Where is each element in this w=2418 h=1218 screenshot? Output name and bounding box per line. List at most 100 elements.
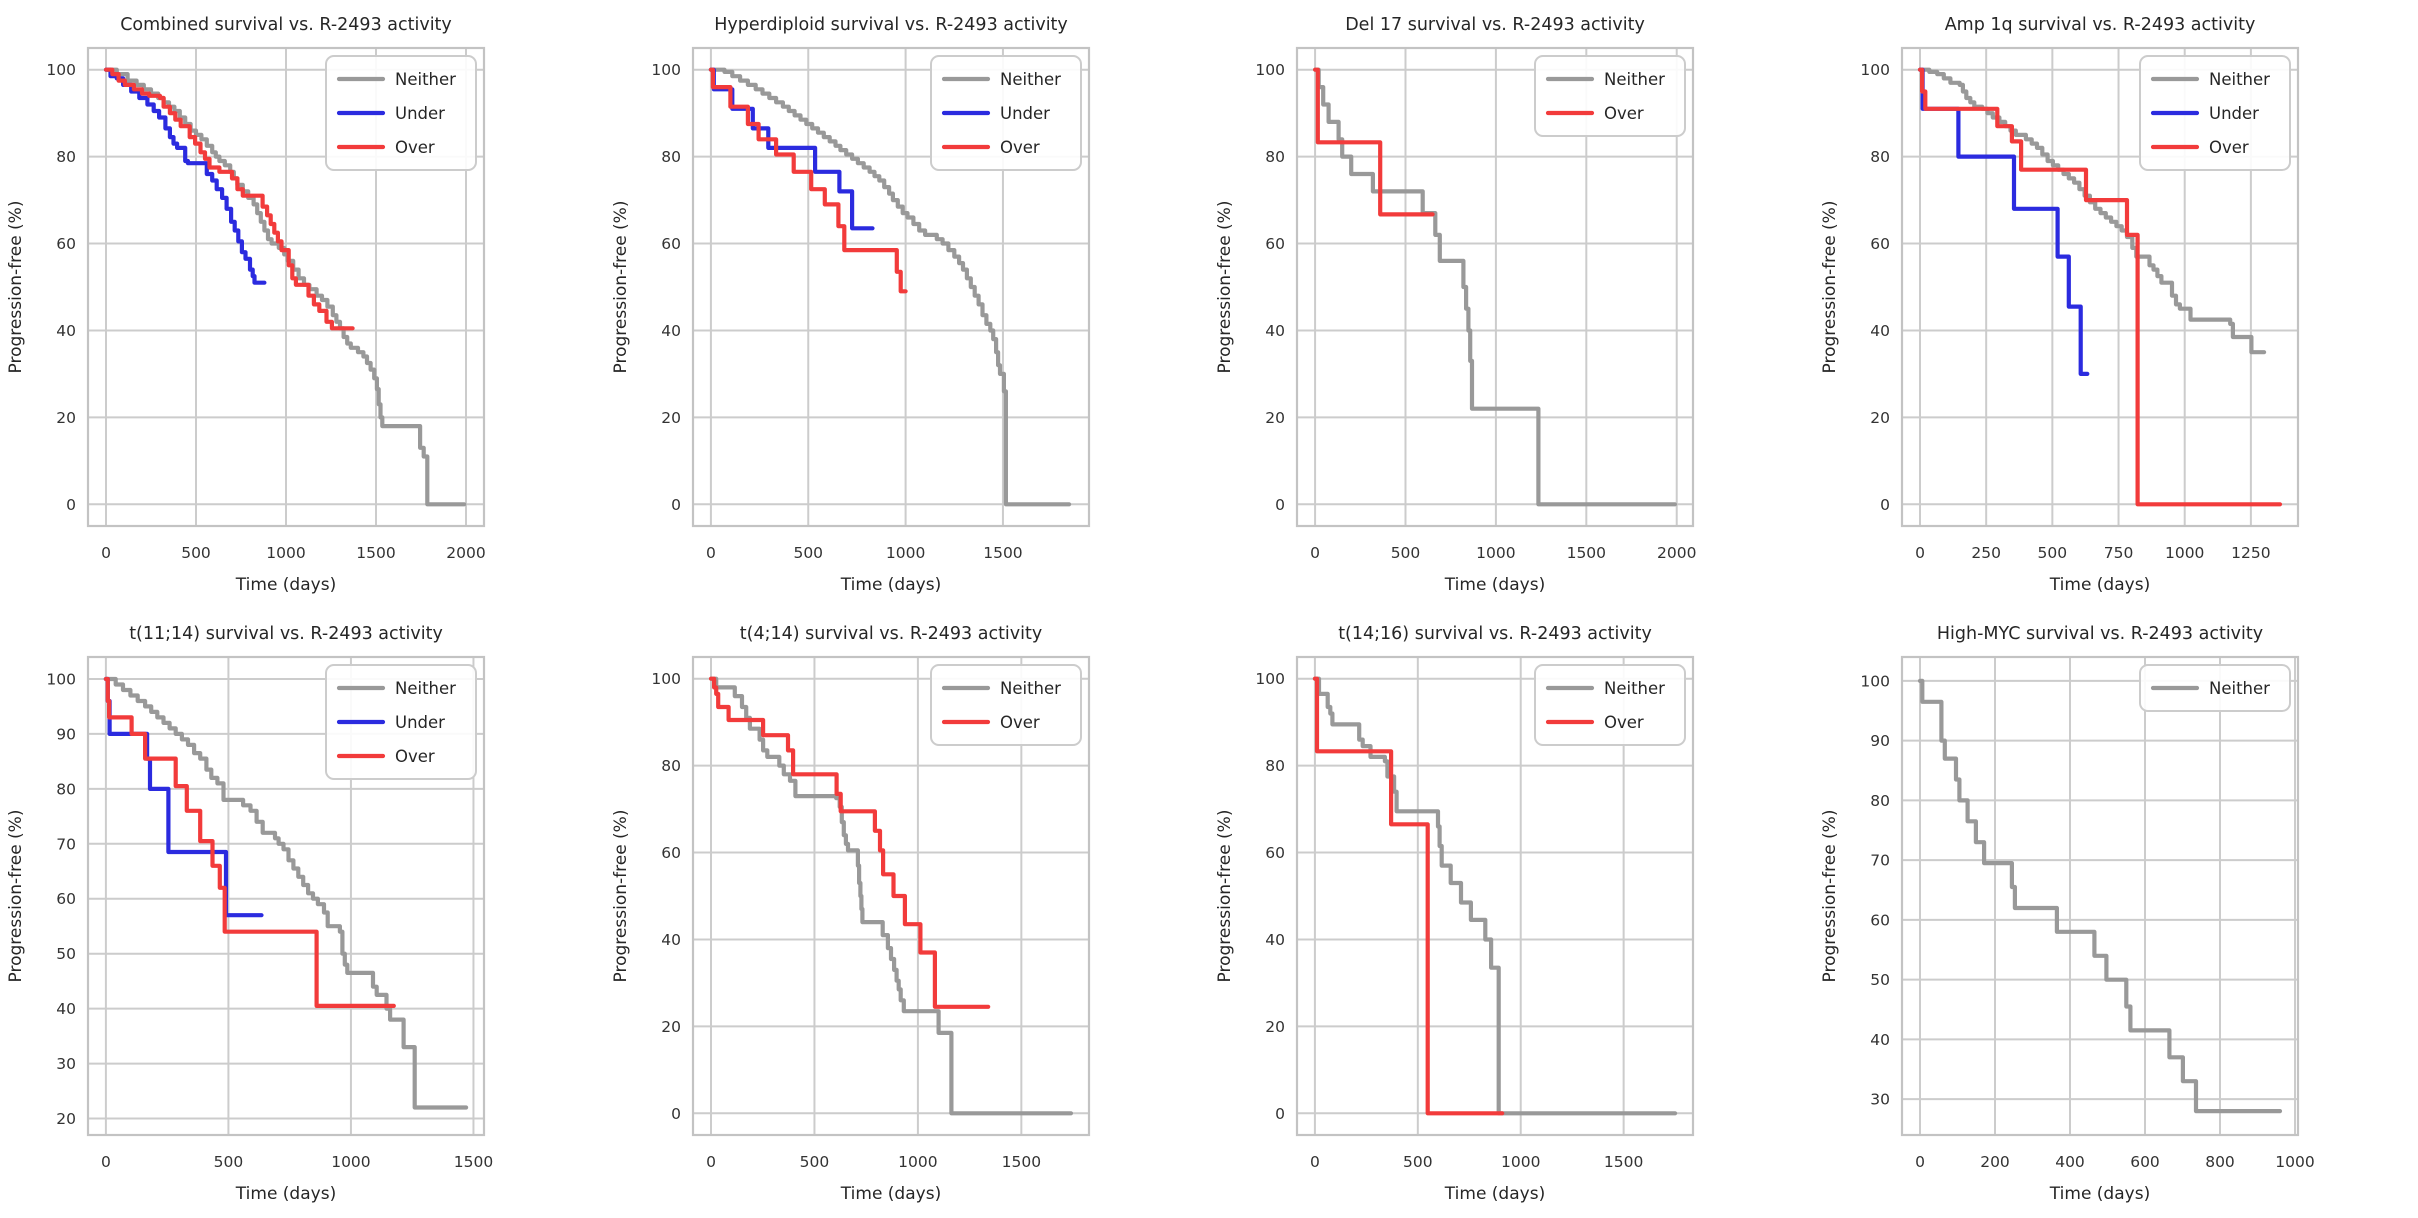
axes-frame xyxy=(691,46,1090,528)
series-line-neither xyxy=(708,67,1071,507)
x-tick-label: 0 xyxy=(706,1153,716,1171)
y-tick-label: 80 xyxy=(661,148,681,166)
legend: Neither Over xyxy=(1534,55,1686,137)
x-tick-label: 750 xyxy=(2103,544,2133,562)
y-tick-label: 0 xyxy=(66,496,76,514)
x-tick-label: 1000 xyxy=(2164,544,2203,562)
x-tick-label: 500 xyxy=(793,544,823,562)
subplot-6: 0 20 40 60 80 100 0 500 1000 1500 t(4;14) survival… xyxy=(605,609,1209,1218)
x-tick-label: 500 xyxy=(1403,1153,1433,1171)
legend-box xyxy=(929,55,1082,171)
legend: Neither Over xyxy=(1534,664,1686,746)
series-line-neither xyxy=(103,67,467,507)
legend-item-label: Under xyxy=(395,104,445,123)
legend: Neither xyxy=(2138,664,2291,712)
legend-item-label: Over xyxy=(395,747,435,766)
y-tick-label: 100 xyxy=(46,670,76,688)
legend-item-label: Under xyxy=(2209,104,2259,123)
legend-item-label: Under xyxy=(395,713,445,732)
x-tick-label: 1500 xyxy=(1567,544,1606,562)
series-line-over xyxy=(1917,67,2282,507)
chart-title: Del 17 survival vs. R-2493 activity xyxy=(1345,15,1645,35)
y-tick-label: 0 xyxy=(671,496,681,514)
y-tick-label: 40 xyxy=(661,931,681,949)
axes-frame xyxy=(86,46,486,528)
x-tick-label: 1000 xyxy=(885,544,924,562)
x-tick-label: 500 xyxy=(181,544,211,562)
y-tick-label: 60 xyxy=(1265,235,1285,253)
x-tick-label: 500 xyxy=(214,1153,244,1171)
series-line-under xyxy=(1917,67,2089,376)
x-tick-label: 500 xyxy=(2037,544,2067,562)
y-tick-label: 20 xyxy=(56,1110,76,1128)
legend-box xyxy=(1534,664,1686,746)
legend-item-label: Over xyxy=(1604,104,1644,123)
x-axis-label: Time (days) xyxy=(2048,575,2149,595)
x-axis-label: Time (days) xyxy=(1444,1184,1545,1204)
series-line-over xyxy=(103,676,396,1008)
legend-box xyxy=(2138,664,2291,712)
y-tick-label: 40 xyxy=(1870,1031,1890,1049)
legend-item-label: Under xyxy=(1000,104,1050,123)
x-axis-label: Time (days) xyxy=(235,1184,336,1204)
y-tick-label: 50 xyxy=(56,945,76,963)
x-tick-label: 1000 xyxy=(331,1153,370,1171)
series-line-neither xyxy=(708,676,1073,1116)
legend-item-label: Neither xyxy=(2209,70,2270,89)
series-line-under xyxy=(103,67,267,285)
legend: Neither Under Over xyxy=(929,55,1082,171)
subplot-4: 0 20 40 60 80 100 0 250 500 750 1000 1250 Amp 1q sur… xyxy=(1814,0,2418,609)
x-tick-label: 1500 xyxy=(1604,1153,1643,1171)
x-tick-label: 1000 xyxy=(1501,1153,1540,1171)
legend: Neither Under Over xyxy=(325,664,477,780)
y-tick-label: 100 xyxy=(46,61,76,79)
y-tick-label: 100 xyxy=(1255,670,1285,688)
y-tick-label: 80 xyxy=(661,757,681,775)
y-tick-label: 60 xyxy=(661,235,681,253)
y-tick-label: 0 xyxy=(1275,1105,1285,1123)
subplot-8: 30 40 50 60 70 80 90 100 0 200 400 600 800 1000 High-M… xyxy=(1814,609,2418,1218)
y-tick-label: 40 xyxy=(661,322,681,340)
x-tick-label: 0 xyxy=(1915,544,1925,562)
subplot-5: 20 30 40 50 60 70 80 90 100 0 500 1000 1500 t(11;14) … xyxy=(0,609,604,1218)
y-tick-label: 20 xyxy=(1265,409,1285,427)
chart-title: Combined survival vs. R-2493 activity xyxy=(120,15,452,35)
x-tick-label: 2000 xyxy=(446,544,485,562)
y-tick-label: 60 xyxy=(56,235,76,253)
y-tick-label: 80 xyxy=(1265,148,1285,166)
legend-item-label: Neither xyxy=(1000,70,1061,89)
axes-frame xyxy=(1295,46,1695,528)
y-axis-label: Progression-free (%) xyxy=(1820,201,1840,374)
series-line-neither xyxy=(103,676,469,1110)
y-tick-label: 80 xyxy=(1870,148,1890,166)
series-line-under xyxy=(708,67,875,231)
x-tick-label: 500 xyxy=(1391,544,1421,562)
x-tick-label: 1000 xyxy=(898,1153,937,1171)
y-tick-label: 60 xyxy=(1265,844,1285,862)
y-tick-label: 0 xyxy=(1880,496,1890,514)
x-axis-label: Time (days) xyxy=(2048,1184,2149,1204)
x-axis-label: Time (days) xyxy=(1444,575,1545,595)
x-tick-label: 1500 xyxy=(454,1153,493,1171)
y-axis-label: Progression-free (%) xyxy=(6,201,26,374)
y-tick-label: 100 xyxy=(651,670,681,688)
y-axis-label: Progression-free (%) xyxy=(1215,810,1235,983)
series-line-over xyxy=(103,67,355,331)
legend-box xyxy=(325,664,477,780)
legend: Neither Under Over xyxy=(2138,55,2291,171)
x-tick-label: 600 xyxy=(2130,1153,2160,1171)
series-line-over xyxy=(708,67,908,294)
y-tick-label: 40 xyxy=(56,1000,76,1018)
y-tick-label: 90 xyxy=(56,725,76,743)
y-tick-label: 90 xyxy=(1870,732,1890,750)
chart-title: Amp 1q survival vs. R-2493 activity xyxy=(1944,15,2255,35)
y-tick-label: 80 xyxy=(1870,792,1890,810)
chart-title: t(4;14) survival vs. R-2493 activity xyxy=(739,624,1041,644)
series-line-neither xyxy=(1312,676,1678,1116)
axes-frame xyxy=(1295,655,1695,1137)
legend-item-label: Over xyxy=(2209,138,2249,157)
legend: Neither Under Over xyxy=(325,55,477,171)
